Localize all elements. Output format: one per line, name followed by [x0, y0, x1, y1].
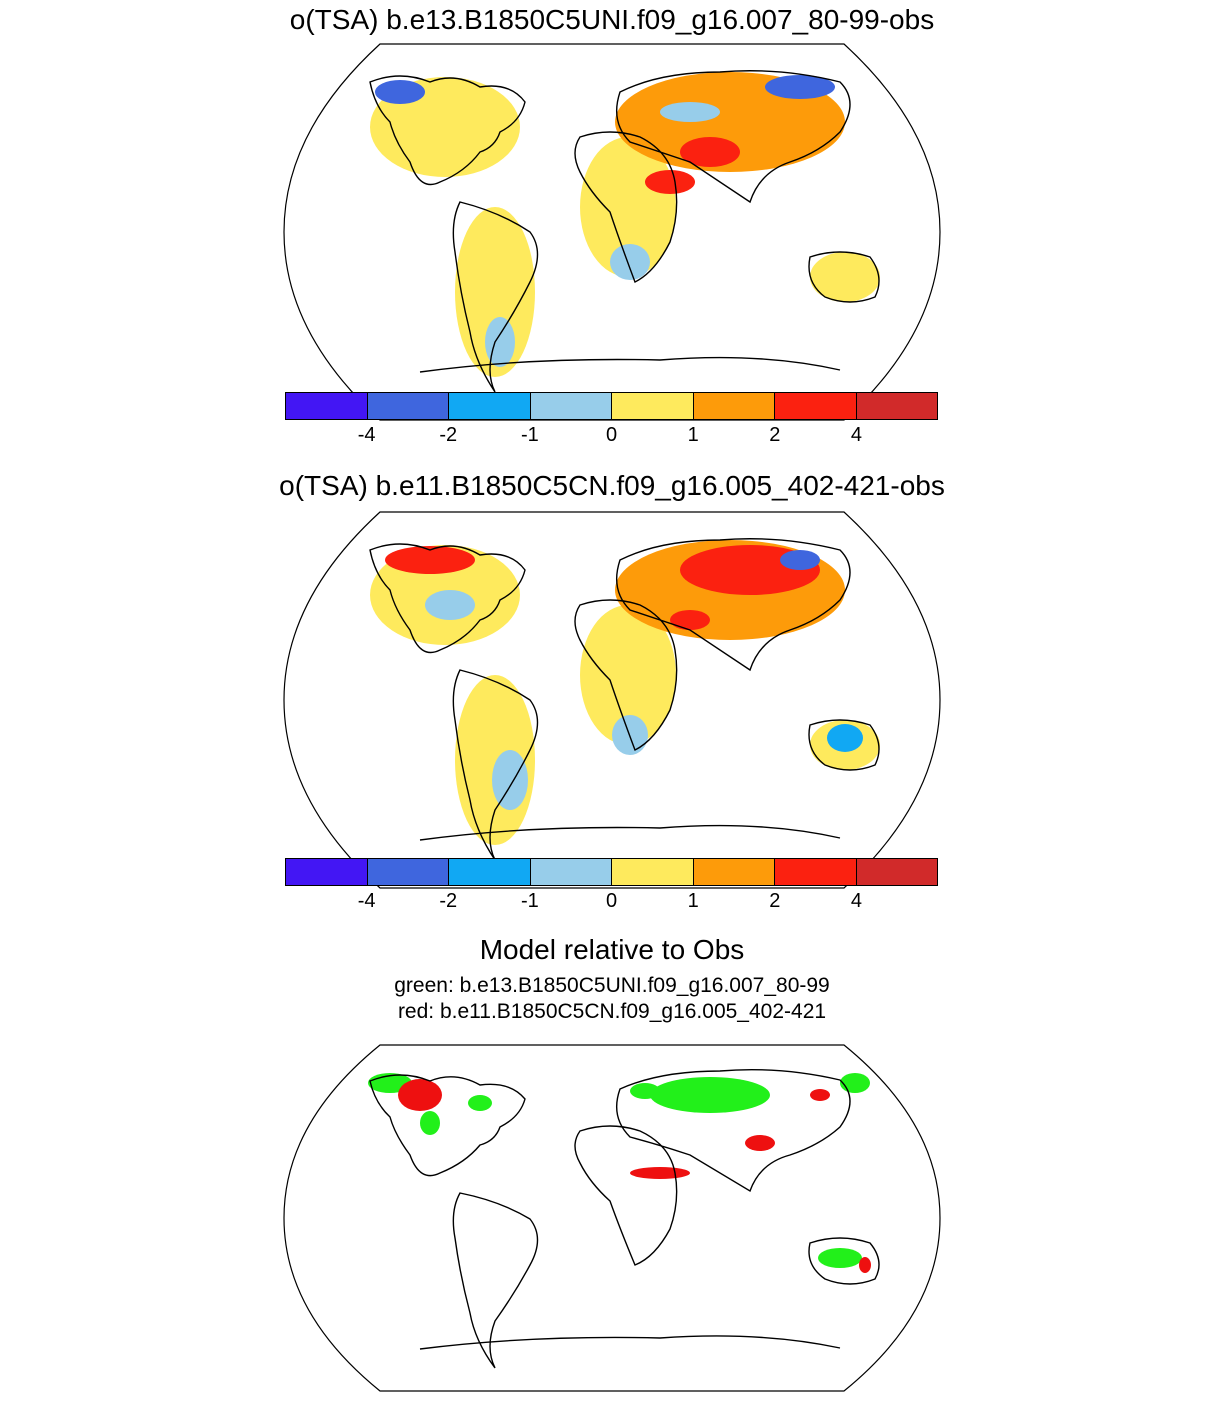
- green-significance-region: [650, 1077, 770, 1113]
- cold-anomaly-region: [375, 80, 425, 104]
- significance-field: [368, 1073, 871, 1273]
- cool-anomaly-region: [485, 317, 515, 367]
- colorbar-swatch: [367, 393, 449, 419]
- colorbar-swatch: [449, 859, 531, 885]
- colorbar-swatch: [693, 393, 775, 419]
- land-anomaly-region: [455, 207, 535, 377]
- cold-anomaly-region: [780, 550, 820, 570]
- colorbar-tick-label: 4: [850, 424, 862, 446]
- temperature-anomaly-field-1: [370, 72, 880, 377]
- cool-anomaly-region: [610, 244, 650, 280]
- colorbar-1: [285, 392, 938, 420]
- cool-anomaly-region: [492, 750, 528, 810]
- land-anomaly-region: [810, 252, 880, 302]
- colorbar-swatch: [775, 859, 857, 885]
- colorbar-swatch: [856, 859, 937, 885]
- cool-anomaly-region: [660, 102, 720, 122]
- green-significance-region: [420, 1111, 440, 1135]
- warm-anomaly-region: [645, 170, 695, 194]
- cool-anomaly-region: [827, 724, 863, 752]
- colorbar-tick-label: 0: [605, 890, 618, 912]
- colorbar-swatch: [530, 859, 612, 885]
- colorbar-swatch: [286, 859, 368, 885]
- land-anomaly-region: [580, 605, 676, 745]
- colorbar-tick-label: 2: [769, 890, 781, 912]
- colorbar-swatch: [612, 859, 694, 885]
- temperature-anomaly-field-2: [370, 540, 880, 845]
- colorbar-tick-label: -1: [520, 890, 539, 912]
- red-significance-region: [859, 1257, 871, 1273]
- colorbar-tick-label: 4: [850, 890, 862, 912]
- colorbar-tick-label: -2: [439, 424, 458, 446]
- land-anomaly-region: [580, 137, 676, 277]
- colorbar-swatch: [856, 393, 937, 419]
- colorbar-2: [285, 858, 938, 886]
- colorbar-tick-label: -1: [520, 424, 539, 446]
- colorbar-swatch: [286, 393, 368, 419]
- comparison-green-label: green: b.e13.B1850C5UNI.f09_g16.007_80-9…: [394, 974, 830, 997]
- warm-anomaly-region: [680, 137, 740, 167]
- colorbar-swatch: [775, 393, 857, 419]
- colorbar-swatch: [530, 393, 612, 419]
- cold-anomaly-region: [765, 75, 835, 99]
- colorbar-tick-label: 0: [605, 424, 618, 446]
- panel-1-title: o(TSA) b.e13.B1850C5UNI.f09_g16.007_80-9…: [289, 4, 935, 35]
- comparison-red-label: red: b.e11.B1850C5CN.f09_g16.005_402-421: [397, 1000, 827, 1023]
- colorbar-swatch: [367, 859, 449, 885]
- comparison-title: Model relative to Obs: [479, 934, 745, 965]
- red-significance-region: [398, 1079, 442, 1111]
- green-significance-region: [840, 1073, 870, 1093]
- green-significance-region: [468, 1095, 492, 1111]
- colorbar-tick-label: -4: [357, 424, 376, 446]
- colorbar-swatch: [612, 393, 694, 419]
- green-significance-region: [818, 1248, 862, 1268]
- warm-anomaly-region: [670, 610, 710, 630]
- red-significance-region: [745, 1135, 775, 1151]
- colorbar-swatch: [449, 393, 531, 419]
- colorbar-tick-label: 1: [687, 890, 699, 912]
- warm-anomaly-region: [385, 546, 475, 574]
- cool-anomaly-region: [425, 590, 475, 620]
- green-significance-region: [630, 1083, 660, 1099]
- colorbar-tick-label: 2: [769, 424, 781, 446]
- colorbar-tick-label: 1: [687, 424, 699, 446]
- colorbar-tick-label: -2: [439, 890, 458, 912]
- red-significance-region: [810, 1089, 830, 1101]
- red-significance-region: [630, 1167, 690, 1179]
- world-map-panel-1: [283, 43, 941, 421]
- world-map-comparison: [283, 1044, 941, 1392]
- colorbar-tick-label: -4: [357, 890, 376, 912]
- world-map-panel-2: [283, 511, 941, 889]
- panel-2-title: o(TSA) b.e11.B1850C5CN.f09_g16.005_402-4…: [279, 470, 945, 501]
- colorbar-swatch: [693, 859, 775, 885]
